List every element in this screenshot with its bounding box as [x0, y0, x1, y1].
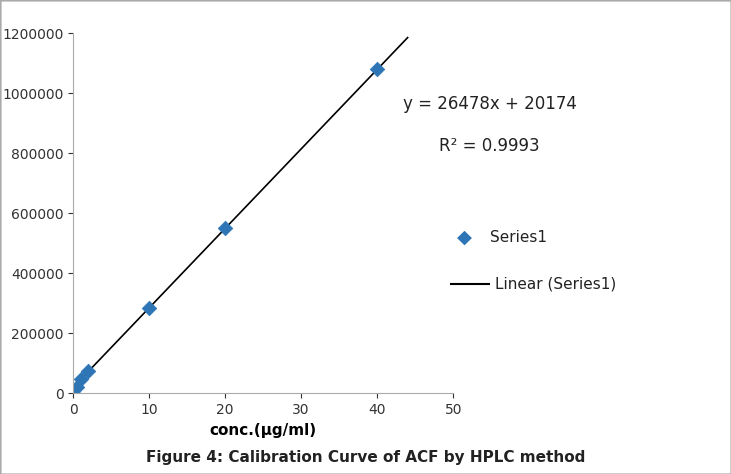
X-axis label: conc.(μg/ml): conc.(μg/ml): [210, 423, 317, 438]
Text: R² = 0.9993: R² = 0.9993: [439, 137, 540, 155]
Point: [83, 368, 94, 375]
Text: y = 26478x + 20174: y = 26478x + 20174: [403, 95, 577, 113]
Text: Series1: Series1: [490, 229, 547, 245]
Point: [143, 304, 155, 312]
Text: ◆: ◆: [457, 228, 471, 246]
Point: [219, 224, 231, 232]
Point: [75, 375, 86, 383]
Point: [71, 383, 83, 391]
Point: [371, 65, 383, 73]
Point: [67, 390, 79, 397]
Text: Figure 4: Calibration Curve of ACF by HPLC method: Figure 4: Calibration Curve of ACF by HP…: [145, 449, 586, 465]
Text: Linear (Series1): Linear (Series1): [495, 277, 616, 292]
